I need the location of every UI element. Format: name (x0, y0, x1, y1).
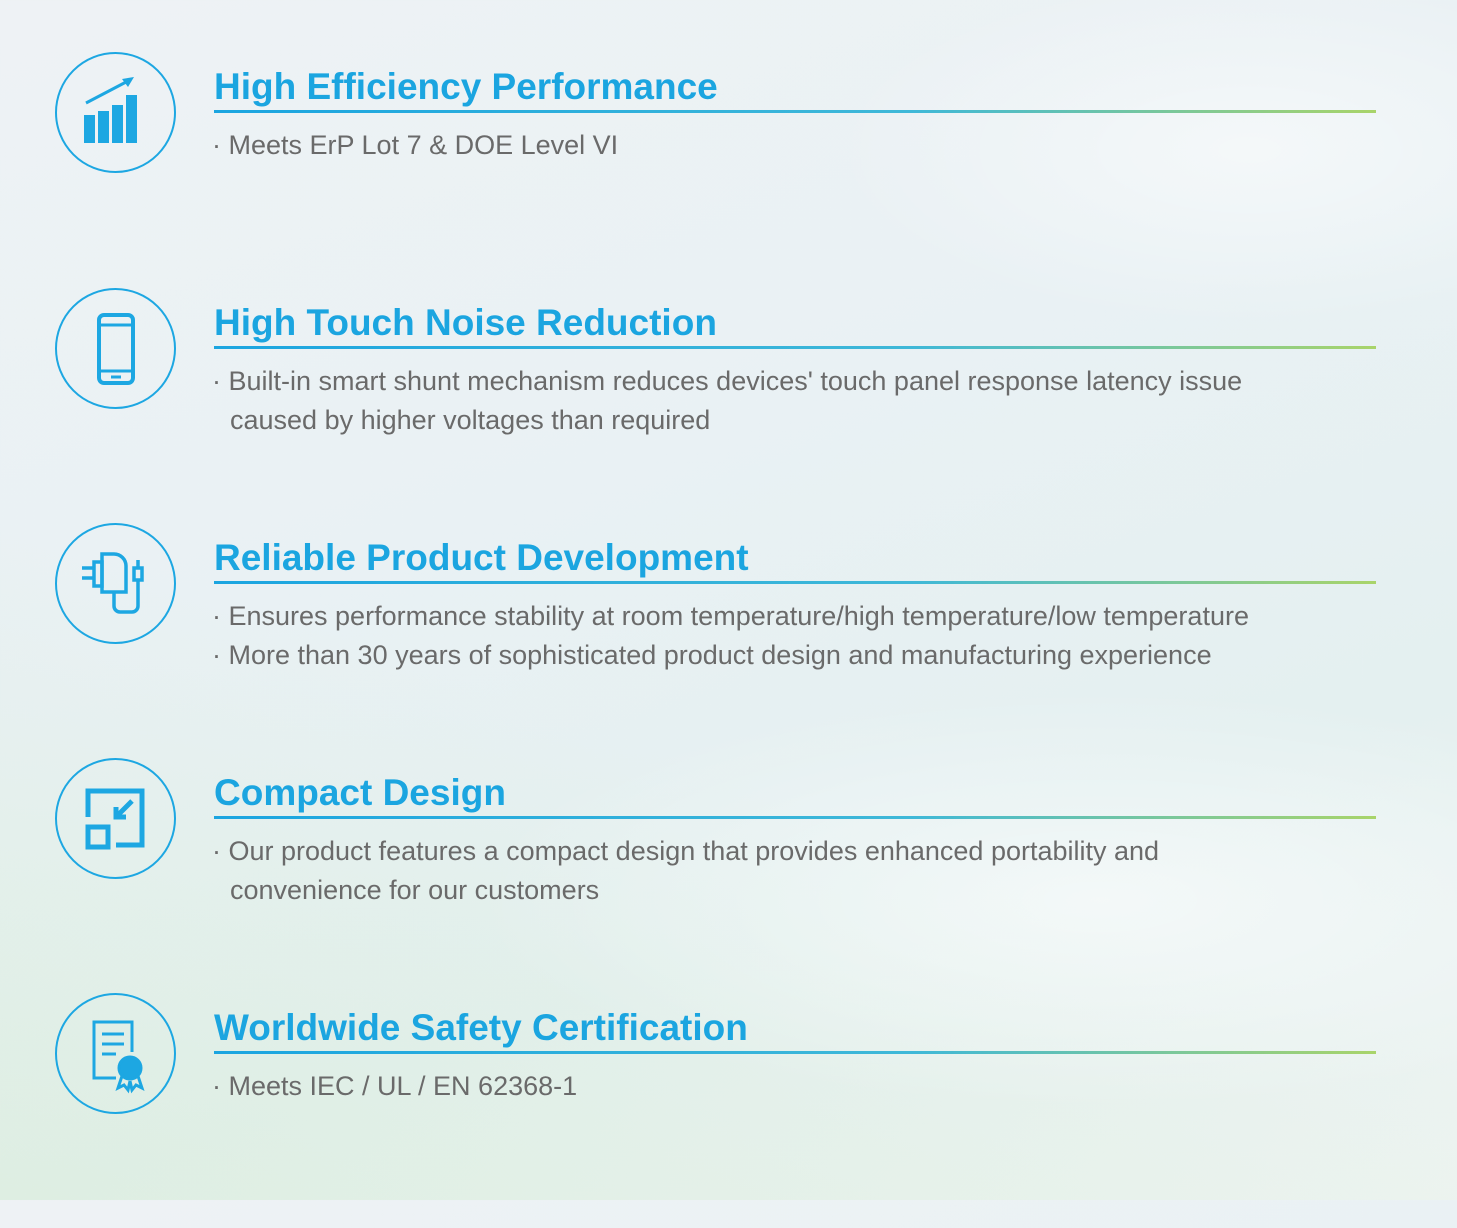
shrink-resize-icon (55, 758, 176, 879)
feature-bullet: · More than 30 years of sophisticated pr… (212, 640, 1212, 670)
feature-bullet: · Meets ErP Lot 7 & DOE Level VI (212, 130, 619, 160)
feature-compact-design: Compact Design · Our product features a … (0, 758, 1457, 993)
feature-title: High Touch Noise Reduction (214, 302, 717, 343)
feature-title: Worldwide Safety Certification (214, 1007, 748, 1048)
growth-chart-icon (55, 52, 176, 173)
feature-title: Compact Design (214, 772, 506, 813)
feature-bullet-continued: convenience for our customers (230, 875, 600, 905)
feature-title: High Efficiency Performance (214, 66, 718, 107)
divider (214, 110, 1376, 113)
divider (214, 581, 1376, 584)
feature-bullet-continued: caused by higher voltages than required (230, 405, 711, 435)
feature-bullet: · Built-in smart shunt mechanism reduces… (212, 366, 1243, 396)
divider (214, 1051, 1376, 1054)
feature-bullet: · Our product features a compact design … (212, 836, 1160, 866)
divider (214, 346, 1376, 349)
feature-high-efficiency: High Efficiency Performance · Meets ErP … (0, 52, 1457, 287)
certificate-icon (55, 993, 176, 1114)
feature-reliable-development: Reliable Product Development · Ensures p… (0, 523, 1457, 758)
smartphone-icon (55, 288, 176, 409)
feature-bullet: · Meets IEC / UL / EN 62368-1 (212, 1071, 578, 1101)
feature-title: Reliable Product Development (214, 537, 749, 578)
divider (214, 816, 1376, 819)
feature-bullet: · Ensures performance stability at room … (212, 601, 1249, 631)
charger-adapter-icon (55, 523, 176, 644)
feature-safety-certification: Worldwide Safety Certification · Meets I… (0, 993, 1457, 1228)
feature-touch-noise: High Touch Noise Reduction · Built-in sm… (0, 288, 1457, 523)
